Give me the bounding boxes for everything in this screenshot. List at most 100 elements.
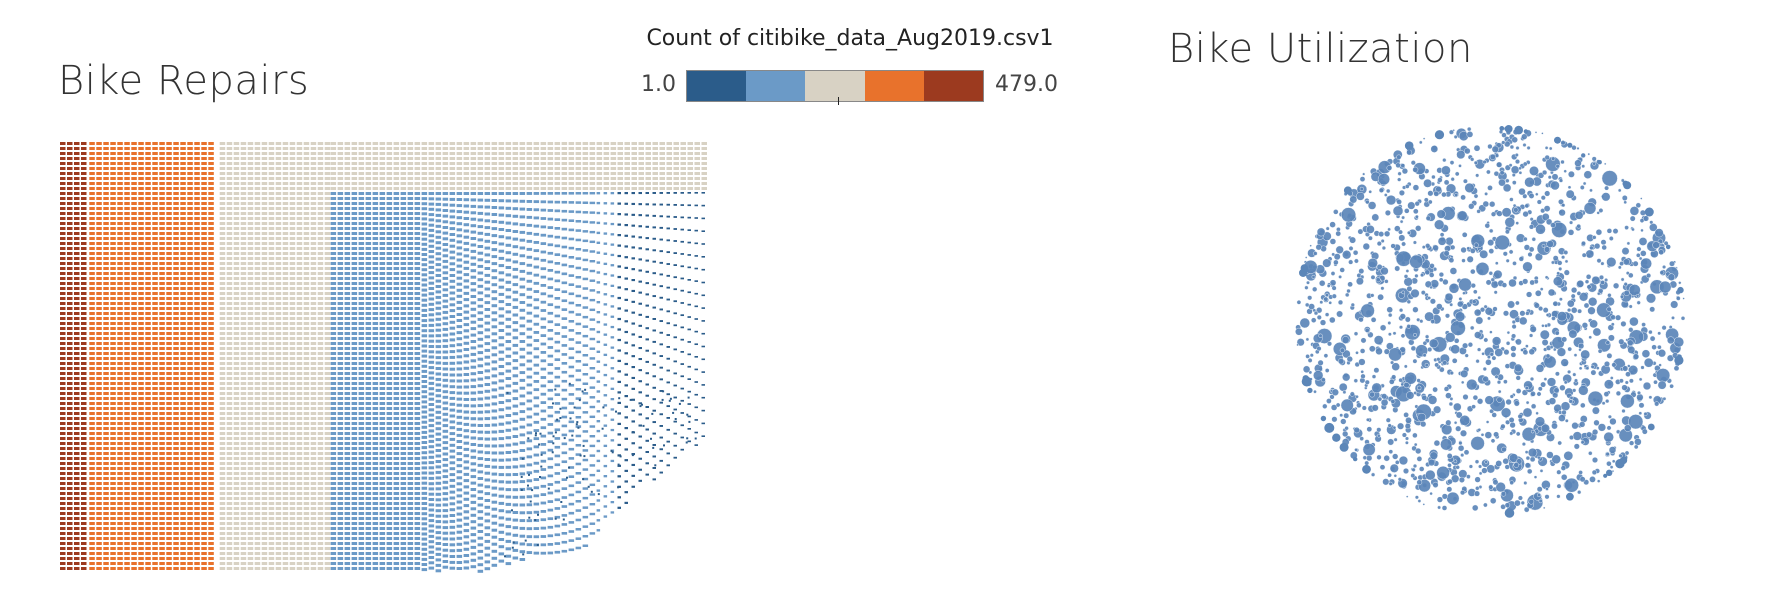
repair-cell[interactable] xyxy=(180,502,186,505)
repair-cell[interactable] xyxy=(324,412,331,415)
repair-cell[interactable] xyxy=(358,267,365,270)
repair-cell[interactable] xyxy=(187,177,193,180)
repair-cell[interactable] xyxy=(407,332,414,335)
repair-cell[interactable] xyxy=(81,527,87,530)
repair-cell[interactable] xyxy=(275,177,282,180)
repair-cell[interactable] xyxy=(96,362,102,365)
repair-cell[interactable] xyxy=(379,337,386,340)
repair-cell[interactable] xyxy=(393,507,400,510)
repair-cell[interactable] xyxy=(233,497,240,500)
repair-cell[interactable] xyxy=(67,552,73,555)
repair-cell[interactable] xyxy=(358,457,365,460)
repair-cell[interactable] xyxy=(247,362,254,365)
repair-cell[interactable] xyxy=(180,157,186,160)
repair-cell[interactable] xyxy=(379,392,386,395)
repair-cell[interactable] xyxy=(166,317,172,320)
repair-cell[interactable] xyxy=(180,242,186,245)
repair-cell[interactable] xyxy=(358,332,365,335)
repair-cell[interactable] xyxy=(254,282,261,285)
repair-cell[interactable] xyxy=(81,172,87,175)
repair-cell[interactable] xyxy=(247,172,254,175)
repair-cell[interactable] xyxy=(317,312,324,315)
repair-cell[interactable] xyxy=(219,457,226,460)
repair-cell[interactable] xyxy=(393,367,400,370)
repair-cell[interactable] xyxy=(74,542,80,545)
repair-cell[interactable] xyxy=(201,557,207,560)
repair-cell[interactable] xyxy=(337,442,344,445)
repair-cell[interactable] xyxy=(393,322,400,325)
repair-cell[interactable] xyxy=(166,402,172,405)
repair-cell[interactable] xyxy=(159,337,165,340)
repair-cell[interactable] xyxy=(414,522,421,525)
repair-cell[interactable] xyxy=(261,407,268,410)
repair-cell[interactable] xyxy=(310,557,317,560)
repair-cell[interactable] xyxy=(67,417,73,420)
repair-cell[interactable] xyxy=(449,291,456,295)
repair-cell[interactable] xyxy=(219,497,226,500)
repair-cell[interactable] xyxy=(407,157,414,160)
repair-cell[interactable] xyxy=(407,417,414,420)
repair-cell[interactable] xyxy=(379,562,386,565)
repair-cell[interactable] xyxy=(117,567,123,570)
repair-cell[interactable] xyxy=(67,507,73,510)
repair-cell[interactable] xyxy=(393,547,400,550)
repair-cell[interactable] xyxy=(117,282,123,285)
repair-cell[interactable] xyxy=(330,472,337,475)
repair-cell[interactable] xyxy=(201,257,207,260)
repair-cell[interactable] xyxy=(131,412,137,415)
repair-cell[interactable] xyxy=(358,447,365,450)
repair-cell[interactable] xyxy=(358,532,365,535)
repair-cell[interactable] xyxy=(351,367,358,370)
repair-cell[interactable] xyxy=(145,462,151,465)
repair-cell[interactable] xyxy=(67,232,73,235)
repair-cell[interactable] xyxy=(67,282,73,285)
repair-cell[interactable] xyxy=(407,457,414,460)
repair-cell[interactable] xyxy=(159,467,165,470)
repair-cell[interactable] xyxy=(219,227,226,230)
repair-cell[interactable] xyxy=(282,302,289,305)
repair-cell[interactable] xyxy=(449,455,456,459)
repair-cell[interactable] xyxy=(145,167,151,170)
repair-cell[interactable] xyxy=(372,187,379,190)
repair-cell[interactable] xyxy=(81,512,87,515)
repair-cell[interactable] xyxy=(289,147,296,150)
repair-cell[interactable] xyxy=(310,312,317,315)
repair-cell[interactable] xyxy=(194,152,200,155)
repair-cell[interactable] xyxy=(421,308,428,312)
repair-cell[interactable] xyxy=(103,222,109,225)
repair-cell[interactable] xyxy=(330,237,337,240)
repair-cell[interactable] xyxy=(282,362,289,365)
repair-cell[interactable] xyxy=(67,257,73,260)
repair-cell[interactable] xyxy=(145,467,151,470)
repair-cell[interactable] xyxy=(386,147,393,150)
repair-cell[interactable] xyxy=(400,147,407,150)
repair-cell[interactable] xyxy=(89,182,95,185)
repair-cell[interactable] xyxy=(194,482,200,485)
repair-cell[interactable] xyxy=(138,297,144,300)
repair-cell[interactable] xyxy=(428,434,435,438)
repair-cell[interactable] xyxy=(159,357,165,360)
repair-cell[interactable] xyxy=(428,287,435,290)
repair-cell[interactable] xyxy=(138,242,144,245)
repair-cell[interactable] xyxy=(365,312,372,315)
repair-cell[interactable] xyxy=(365,487,372,490)
repair-cell[interactable] xyxy=(435,202,442,206)
repair-cell[interactable] xyxy=(152,267,158,270)
repair-cell[interactable] xyxy=(254,407,261,410)
repair-cell[interactable] xyxy=(317,237,324,240)
repair-cell[interactable] xyxy=(289,537,296,540)
repair-cell[interactable] xyxy=(208,307,214,310)
repair-cell[interactable] xyxy=(261,362,268,365)
repair-cell[interactable] xyxy=(180,362,186,365)
repair-cell[interactable] xyxy=(145,542,151,545)
repair-cell[interactable] xyxy=(324,542,331,545)
repair-cell[interactable] xyxy=(435,383,442,387)
repair-cell[interactable] xyxy=(317,207,324,210)
repair-cell[interactable] xyxy=(289,507,296,510)
repair-cell[interactable] xyxy=(400,187,407,190)
repair-cell[interactable] xyxy=(117,262,123,265)
repair-cell[interactable] xyxy=(187,412,193,415)
repair-cell[interactable] xyxy=(296,287,303,290)
repair-cell[interactable] xyxy=(379,482,386,485)
repair-cell[interactable] xyxy=(386,427,393,430)
